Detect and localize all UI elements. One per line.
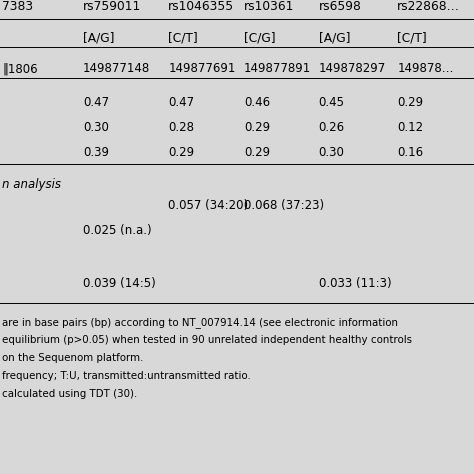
Text: 0.28: 0.28	[168, 121, 194, 134]
Text: [A/G]: [A/G]	[83, 31, 114, 44]
Text: n analysis: n analysis	[2, 178, 61, 191]
Text: 7383: 7383	[2, 0, 34, 13]
Text: rs6598: rs6598	[319, 0, 361, 13]
Text: on the Sequenom platform.: on the Sequenom platform.	[2, 353, 144, 363]
Text: 0.068 (37:23): 0.068 (37:23)	[244, 199, 324, 212]
Text: 0.45: 0.45	[319, 96, 345, 109]
Text: 0.47: 0.47	[168, 96, 194, 109]
Text: 0.47: 0.47	[83, 96, 109, 109]
Text: frequency; T:U, transmitted:untransmitted ratio.: frequency; T:U, transmitted:untransmitte…	[2, 371, 251, 381]
Text: 0.29: 0.29	[244, 146, 270, 159]
Text: 0.039 (14:5): 0.039 (14:5)	[83, 277, 155, 290]
Text: ‖1806: ‖1806	[2, 62, 38, 75]
Text: 149877148: 149877148	[83, 62, 150, 75]
Text: 149877891: 149877891	[244, 62, 311, 75]
Text: [C/G]: [C/G]	[244, 31, 276, 44]
Text: 0.025 (n.a.): 0.025 (n.a.)	[83, 224, 152, 237]
Text: [A/G]: [A/G]	[319, 31, 350, 44]
Text: 0.16: 0.16	[397, 146, 423, 159]
Text: are in base pairs (bp) according to NT_007914.14 (see electronic information: are in base pairs (bp) according to NT_0…	[2, 317, 398, 328]
Text: [C/T]: [C/T]	[168, 31, 198, 44]
Text: 149877691: 149877691	[168, 62, 236, 75]
Text: 0.30: 0.30	[319, 146, 345, 159]
Text: 0.29: 0.29	[397, 96, 423, 109]
Text: 0.46: 0.46	[244, 96, 270, 109]
Text: 0.12: 0.12	[397, 121, 423, 134]
Text: 0.033 (11:3): 0.033 (11:3)	[319, 277, 391, 290]
Text: 0.39: 0.39	[83, 146, 109, 159]
Text: [C/T]: [C/T]	[397, 31, 427, 44]
Text: rs10361: rs10361	[244, 0, 294, 13]
Text: 0.057 (34:20): 0.057 (34:20)	[168, 199, 248, 212]
Text: equilibrium (p>0.05) when tested in 90 unrelated independent healthy controls: equilibrium (p>0.05) when tested in 90 u…	[2, 335, 412, 345]
Text: rs1046355: rs1046355	[168, 0, 235, 13]
Text: 149878297: 149878297	[319, 62, 386, 75]
Text: rs22868…: rs22868…	[397, 0, 460, 13]
Text: rs759011: rs759011	[83, 0, 141, 13]
Text: 0.30: 0.30	[83, 121, 109, 134]
Text: calculated using TDT (30).: calculated using TDT (30).	[2, 389, 137, 399]
Text: 149878…: 149878…	[397, 62, 454, 75]
Text: 0.29: 0.29	[168, 146, 194, 159]
Text: 0.29: 0.29	[244, 121, 270, 134]
Text: 0.26: 0.26	[319, 121, 345, 134]
